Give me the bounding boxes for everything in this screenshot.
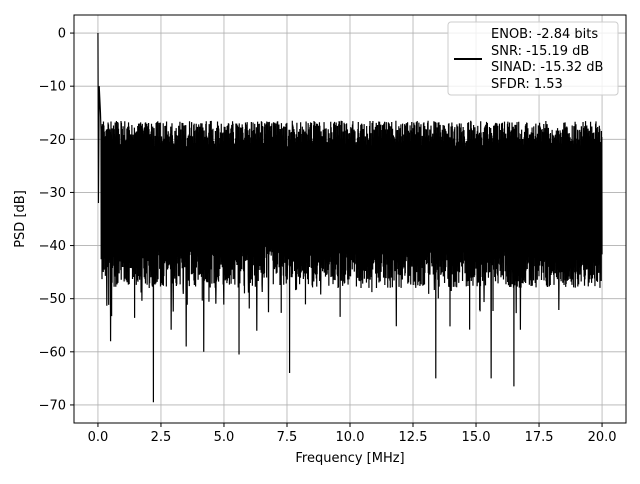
y-axis-label: PSD [dB] — [13, 190, 28, 248]
legend: ENOB: -2.84 bits SNR: -15.19 dB SINAD: -… — [447, 21, 619, 96]
series-layer — [97, 33, 603, 403]
x-tick-label: 5.0 — [214, 430, 235, 445]
y-tick-label: −10 — [39, 80, 66, 95]
y-tick-label: −20 — [39, 133, 66, 148]
legend-line-sfdr: SFDR: 1.53 — [491, 77, 563, 92]
x-tick-label: 20.0 — [588, 430, 617, 445]
y-tick-label: −70 — [39, 398, 66, 413]
tick-layer: 0.0 2.5 5.0 7.5 10.0 12.5 15.0 17.5 20.0 0 −10 −20 −… — [39, 27, 617, 445]
x-tick-label: 0.0 — [88, 430, 109, 445]
y-tick-label: −50 — [39, 292, 66, 307]
y-tick-label: −60 — [39, 345, 66, 360]
x-tick-label: 10.0 — [336, 430, 365, 445]
x-tick-label: 2.5 — [151, 430, 172, 445]
legend-box — [447, 21, 619, 96]
x-tick-label: 17.5 — [525, 430, 554, 445]
y-tick-label: −40 — [39, 239, 66, 254]
legend-line-snr: SNR: -15.19 dB — [491, 44, 589, 59]
legend-line-enob: ENOB: -2.84 bits — [491, 27, 598, 42]
psd-series-line — [97, 33, 603, 403]
y-tick-label: −30 — [39, 186, 66, 201]
x-tick-label: 12.5 — [399, 430, 428, 445]
y-tick-label: 0 — [58, 27, 66, 42]
x-axis-label: Frequency [MHz] — [295, 451, 404, 466]
x-tick-label: 15.0 — [462, 430, 491, 445]
legend-line-sinad: SINAD: -15.32 dB — [491, 60, 603, 75]
x-tick-label: 7.5 — [277, 430, 298, 445]
